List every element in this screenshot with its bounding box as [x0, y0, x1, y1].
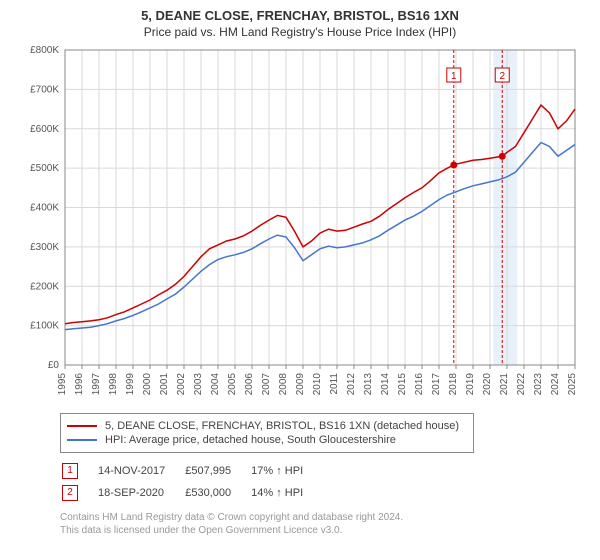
svg-text:2015: 2015	[397, 373, 408, 396]
svg-text:2014: 2014	[380, 373, 391, 396]
svg-text:2019: 2019	[465, 373, 476, 396]
svg-text:2012: 2012	[346, 373, 357, 396]
svg-text:1999: 1999	[125, 373, 136, 396]
table-row: 2 18-SEP-2020 £530,000 14% ↑ HPI	[62, 483, 321, 503]
annot-marker-1: 1	[62, 463, 78, 479]
svg-text:1995: 1995	[57, 373, 68, 396]
svg-text:£200K: £200K	[30, 281, 59, 292]
svg-text:2013: 2013	[363, 373, 374, 396]
svg-text:2001: 2001	[159, 373, 170, 396]
chart-subtitle: Price paid vs. HM Land Registry's House …	[10, 25, 590, 39]
svg-text:1: 1	[451, 71, 457, 82]
svg-text:2022: 2022	[516, 373, 527, 396]
svg-text:2002: 2002	[176, 373, 187, 396]
svg-text:2005: 2005	[227, 373, 238, 396]
annot-pct: 14% ↑ HPI	[251, 483, 321, 503]
svg-text:2017: 2017	[431, 373, 442, 396]
svg-text:£600K: £600K	[30, 124, 59, 135]
legend-label: HPI: Average price, detached house, Sout…	[105, 434, 396, 446]
svg-text:£700K: £700K	[30, 84, 59, 95]
svg-text:2008: 2008	[278, 373, 289, 396]
legend-swatch	[67, 439, 97, 441]
legend-swatch	[67, 425, 97, 427]
annot-marker-2: 2	[62, 485, 78, 501]
svg-text:£500K: £500K	[30, 163, 59, 174]
svg-text:£800K: £800K	[30, 45, 59, 56]
svg-text:2025: 2025	[567, 373, 578, 396]
legend-item-property: 5, DEANE CLOSE, FRENCHAY, BRISTOL, BS16 …	[67, 420, 467, 432]
annot-price: £530,000	[185, 483, 249, 503]
svg-text:1997: 1997	[91, 373, 102, 396]
svg-text:2023: 2023	[533, 373, 544, 396]
svg-text:2004: 2004	[210, 373, 221, 396]
line-chart: £0 £100K £200K £300K £400K £500K £600K £700K £80…	[20, 45, 580, 405]
svg-text:2016: 2016	[414, 373, 425, 396]
svg-text:2018: 2018	[448, 373, 459, 396]
chart-area: £0 £100K £200K £300K £400K £500K £600K £700K £80…	[20, 45, 580, 405]
svg-text:1998: 1998	[108, 373, 119, 396]
svg-text:2024: 2024	[550, 373, 561, 396]
svg-text:2020: 2020	[482, 373, 493, 396]
svg-text:£400K: £400K	[30, 203, 59, 214]
legend-item-hpi: HPI: Average price, detached house, Sout…	[67, 434, 467, 446]
svg-text:2: 2	[499, 71, 505, 82]
annot-date: 18-SEP-2020	[98, 483, 183, 503]
annot-pct: 17% ↑ HPI	[251, 461, 321, 481]
annot-price: £507,995	[185, 461, 249, 481]
annotation-table: 1 14-NOV-2017 £507,995 17% ↑ HPI 2 18-SE…	[60, 459, 323, 505]
footer-text: Contains HM Land Registry data © Crown c…	[60, 511, 590, 537]
svg-text:2021: 2021	[499, 373, 510, 396]
chart-title: 5, DEANE CLOSE, FRENCHAY, BRISTOL, BS16 …	[10, 8, 590, 23]
svg-text:2009: 2009	[295, 373, 306, 396]
svg-text:2006: 2006	[244, 373, 255, 396]
table-row: 1 14-NOV-2017 £507,995 17% ↑ HPI	[62, 461, 321, 481]
svg-text:2010: 2010	[312, 373, 323, 396]
svg-text:£0: £0	[48, 360, 60, 371]
legend-label: 5, DEANE CLOSE, FRENCHAY, BRISTOL, BS16 …	[105, 420, 459, 432]
svg-text:2000: 2000	[142, 373, 153, 396]
svg-text:2007: 2007	[261, 373, 272, 396]
svg-text:2011: 2011	[329, 373, 340, 395]
annot-date: 14-NOV-2017	[98, 461, 183, 481]
svg-text:£300K: £300K	[30, 242, 59, 253]
svg-text:1996: 1996	[74, 373, 85, 396]
svg-text:£100K: £100K	[30, 321, 59, 332]
legend: 5, DEANE CLOSE, FRENCHAY, BRISTOL, BS16 …	[60, 413, 474, 453]
svg-text:2003: 2003	[193, 373, 204, 396]
